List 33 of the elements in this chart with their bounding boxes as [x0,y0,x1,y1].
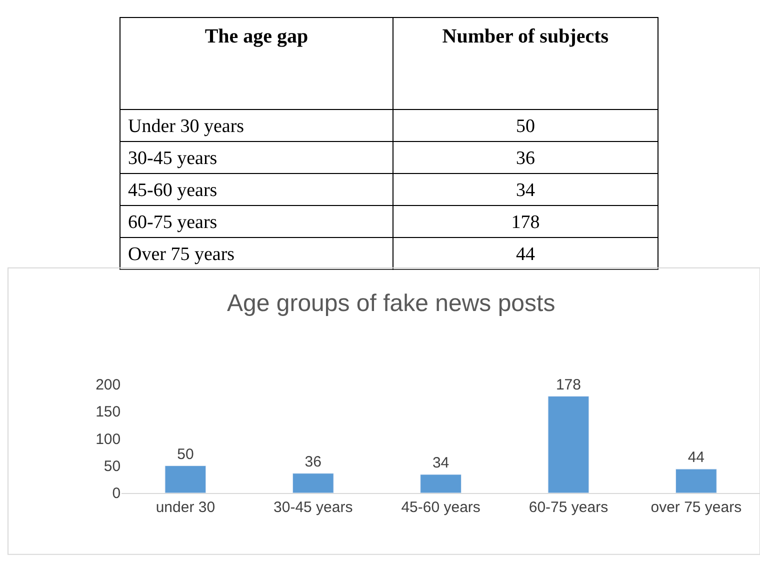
bar [675,468,717,493]
text: 34 [516,180,536,201]
text: The age gap [204,26,308,48]
text: 45-60 years [128,180,218,201]
text: 30-45 years [128,148,218,169]
text: Over 75 years [128,244,235,265]
bar [164,466,206,493]
text: 60-75 years [128,212,218,233]
y-tick-label: 0 [112,485,121,502]
text: 36 [516,148,536,169]
y-tick-label: 150 [96,404,121,421]
text: Under 30 years [128,116,244,137]
text: Number of subjects [442,26,609,48]
data-label: 44 [688,449,705,466]
chart-title: Age groups of fake news posts [227,290,556,317]
y-tick-label: 50 [104,458,121,476]
bar [548,396,590,493]
text: 178 [511,212,540,233]
x-tick-label: under 30 [156,498,216,516]
x-tick-label: 60-75 years [528,498,608,516]
data-label: 178 [556,376,581,394]
y-tick-label: 100 [96,430,121,448]
bar [292,473,334,493]
data-label: 36 [304,453,322,470]
text: 50 [516,116,536,137]
x-tick-label: 30-45 years [274,498,353,516]
data-label: 34 [432,454,450,472]
x-tick-label: 45-60 years [401,498,480,516]
bar [420,474,462,493]
x-tick-label: over 75 years [650,498,742,516]
text: 44 [516,244,536,265]
data-label: 50 [177,446,194,463]
y-tick-label: 200 [96,376,121,394]
